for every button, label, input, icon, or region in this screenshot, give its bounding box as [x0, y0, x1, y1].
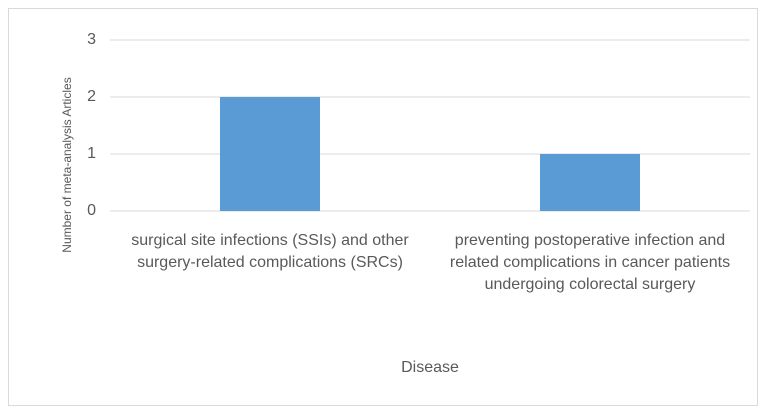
- y-axis-label: Number of meta-analysis Articles: [60, 77, 74, 252]
- bar: [540, 154, 640, 211]
- y-tick-label: 0: [87, 202, 96, 219]
- y-tick-label: 1: [87, 145, 96, 162]
- y-tick-label: 3: [87, 31, 96, 48]
- y-tick-label: 2: [87, 88, 96, 105]
- x-tick-label: preventing postoperative infection and r…: [449, 232, 731, 293]
- bar: [220, 97, 320, 211]
- x-axis-label: Disease: [401, 359, 459, 376]
- chart-border: [8, 8, 758, 406]
- x-tick-label: surgical site infections (SSIs) and othe…: [131, 232, 409, 271]
